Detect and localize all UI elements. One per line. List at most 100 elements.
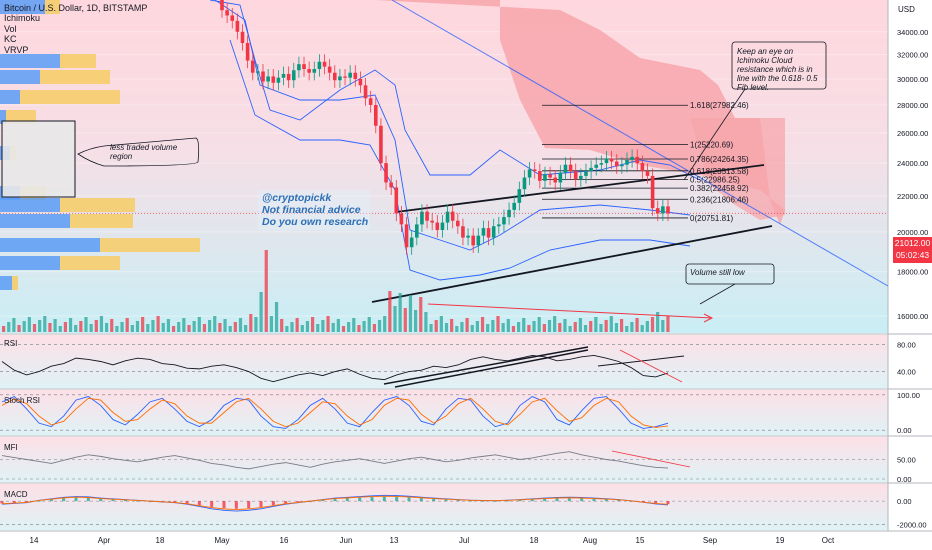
candle-body[interactable] [548,174,552,178]
candle-body[interactable] [261,71,265,82]
candle-body[interactable] [420,211,424,225]
candle-body[interactable] [661,206,665,214]
candle-body[interactable] [430,220,434,223]
candle-body[interactable] [507,209,511,218]
candle-body[interactable] [584,171,588,176]
candle-body[interactable] [655,208,660,214]
candle-body[interactable] [563,164,568,173]
candle-body[interactable] [235,20,240,32]
candle-body[interactable] [543,174,547,181]
candle-body[interactable] [384,163,388,183]
candle-body[interactable] [645,171,650,176]
low-volume-region-note[interactable]: less traded volume region [110,143,178,161]
candle-body[interactable] [338,76,342,81]
candle-body[interactable] [332,72,337,81]
candle-body[interactable] [343,76,347,78]
candle-body[interactable] [609,158,614,162]
candle-body[interactable] [476,235,481,246]
candle-body[interactable] [625,159,629,165]
symbol-title[interactable]: Bitcoin / U.S. Dollar, 1D, BITSTAMP [4,3,148,13]
candle-body[interactable] [527,169,532,178]
candle-body[interactable] [327,66,332,73]
candle-body[interactable] [573,171,578,180]
candle-body[interactable] [394,187,399,214]
candle-body[interactable] [358,78,363,86]
candle-body[interactable] [466,235,470,238]
candle-body[interactable] [230,15,235,21]
candle-body[interactable] [456,220,460,227]
candle-body[interactable] [291,70,296,81]
candle-body[interactable] [312,69,317,73]
candle-body[interactable] [558,172,563,183]
candle-body[interactable] [538,171,542,181]
candle-body[interactable] [363,85,368,99]
candle-body[interactable] [620,164,624,167]
candle-body[interactable] [302,64,306,70]
candle-body[interactable] [240,31,245,44]
candle-body[interactable] [553,177,558,183]
candle-body[interactable] [532,169,537,172]
candle-body[interactable] [256,71,260,73]
candle-body[interactable] [266,76,270,82]
low-volume-region-box[interactable] [1,120,76,198]
candle-body[interactable] [220,0,224,11]
candle-body[interactable] [666,206,670,214]
candle-body[interactable] [450,211,455,221]
candle-body[interactable] [445,211,450,223]
candle-body[interactable] [614,161,619,167]
candle-body[interactable] [399,213,404,225]
candle-body[interactable] [245,43,250,61]
candle-body[interactable] [635,156,640,164]
candle-body[interactable] [471,235,475,246]
cloud-resistance-note[interactable]: Keep an eye on Ichimoku Cloud resistance… [737,47,818,92]
candle-body[interactable] [640,163,645,172]
indicator-kc[interactable]: KC [4,34,17,45]
candle-body[interactable] [599,163,604,165]
indicator-vol[interactable]: Vol [4,23,17,34]
candle-body[interactable] [440,222,445,230]
candle-body[interactable] [435,222,440,230]
candle-body[interactable] [486,228,491,238]
candle-body[interactable] [368,98,373,105]
candle-body[interactable] [225,10,229,16]
candle-body[interactable] [286,73,291,81]
candle-body[interactable] [497,224,501,227]
candle-body[interactable] [650,175,655,209]
candle-body[interactable] [522,177,527,190]
candle-body[interactable] [512,202,517,210]
candle-body[interactable] [322,61,327,67]
candle-body[interactable] [579,175,583,180]
candle-body[interactable] [415,224,419,238]
candle-body[interactable] [317,61,322,70]
candle-body[interactable] [373,104,378,126]
candle-body[interactable] [461,226,465,238]
candle-body[interactable] [353,72,358,79]
rsi-pane[interactable] [0,344,888,388]
candle-body[interactable] [409,237,414,248]
candle-body[interactable] [389,182,393,188]
indicator-ichimoku[interactable]: Ichimoku [4,13,41,24]
candle-body[interactable] [404,224,409,248]
candle-body[interactable] [276,77,281,83]
candle-body[interactable] [630,156,634,160]
candle-body[interactable] [594,164,599,168]
candle-body[interactable] [425,211,429,221]
candle-body[interactable] [568,164,573,172]
indicator-vrvp[interactable]: VRVP [4,44,29,55]
candle-body[interactable] [250,60,255,73]
candle-body[interactable] [348,72,352,78]
price-pane[interactable]: 1.618(27982.46) 1(25220.69) 0.786(24264.35… [0,0,889,332]
candle-body[interactable] [604,158,609,164]
candle-body[interactable] [307,69,311,73]
candle-body[interactable] [281,73,286,78]
candle-body[interactable] [271,76,276,83]
candle-body[interactable] [589,167,593,172]
stoch-rsi-pane[interactable] [0,394,888,431]
candle-body[interactable] [491,226,496,238]
candle-body[interactable] [379,125,383,164]
candle-body[interactable] [517,189,522,203]
candle-body[interactable] [502,217,506,225]
macd-pane[interactable] [0,494,888,525]
candle-body[interactable] [297,64,301,71]
mfi-pane[interactable] [0,450,888,480]
